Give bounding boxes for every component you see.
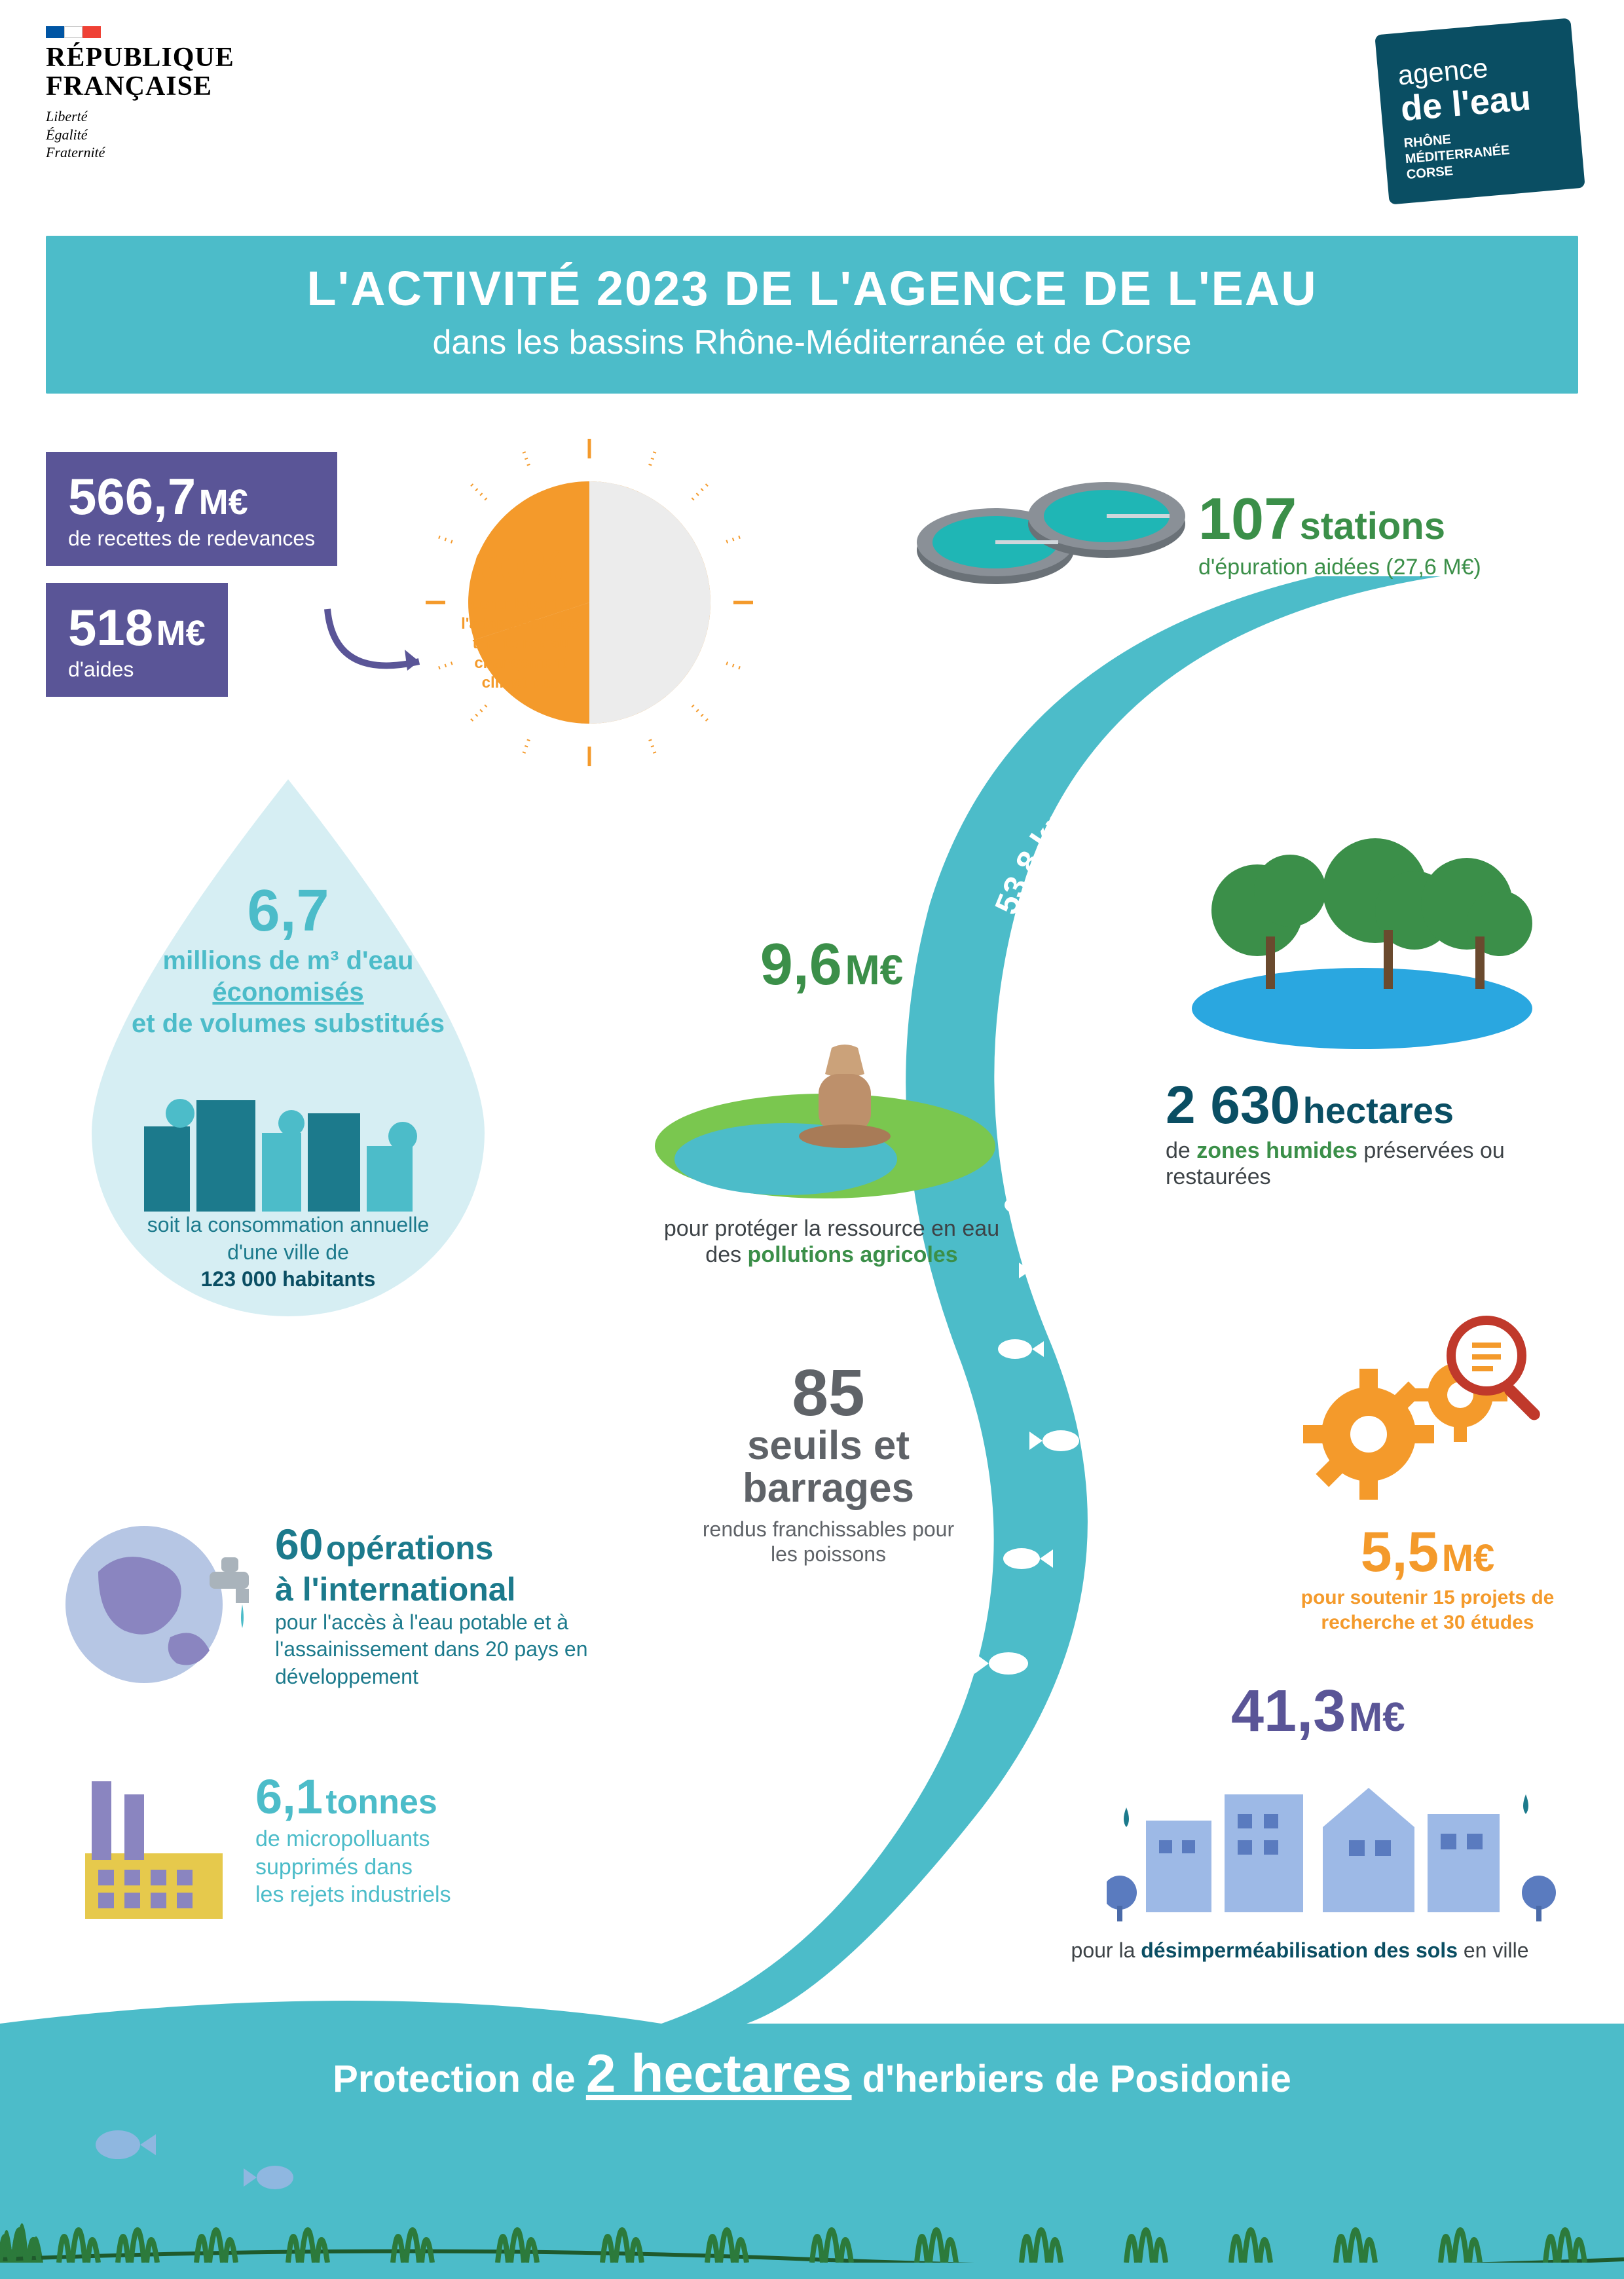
drop-value: 6,7 [111,878,465,945]
wetlands-sub-a: de [1166,1138,1196,1163]
intl-line2: à l'international [275,1570,701,1609]
drop-line1a: millions de m³ d'eau [163,946,414,975]
title-banner: L'ACTIVITÉ 2023 DE L'AGENCE DE L'EAU dan… [46,236,1578,394]
pollution-sub-b: pollutions agricoles [748,1242,958,1267]
seagrass-icon [0,2119,1624,2263]
posidonie-bold: 2 hectares [586,2044,852,2103]
aid-unit: M€ [157,614,206,653]
intl-value: 60 [275,1520,323,1568]
micro-sub3: les rejets industriels [255,1882,451,1907]
stat-seuils: 85 seuils et barrages rendus franchissab… [688,1362,969,1567]
globe-icon [59,1506,255,1703]
research-value: 5,5 [1361,1521,1439,1584]
intl-word: opérations [326,1530,494,1566]
revenues-unit: M€ [199,483,248,522]
stat-research: 5,5 M€ pour soutenir 15 projets de reche… [1283,1519,1572,1635]
posidonie-suffix: d'herbiers de Posidonie [852,2058,1291,2100]
sun-caption: 60% contribuent à l'adaptation des terri… [452,544,589,693]
drop-headline: 6,7 millions de m³ d'eau économisés et d… [111,878,465,1039]
posidonie-text: Protection de 2 hectares d'herbiers de P… [0,2043,1624,2105]
aid-sub: d'aides [68,658,206,682]
urban-sub-c: en ville [1458,1938,1529,1962]
arrow-icon [321,602,432,714]
research-sub: pour soutenir 15 projets de recherche et… [1283,1585,1572,1635]
wetlands-value: 2 630 [1166,1075,1300,1135]
seuils-sub: rendus franchissables pour les poissons [688,1517,969,1567]
treatment-basin-icon [910,458,1192,602]
micro-word: tonnes [325,1783,437,1821]
stations-sub: d'épuration aidées (27,6 M€) [1198,555,1481,580]
rf-motto3: Fraternité [46,144,105,160]
stat-box-revenues: 566,7 M€ de recettes de redevances [46,452,337,566]
intl-sub: pour l'accès à l'eau potable et à l'assa… [275,1609,701,1691]
header-logos: RÉPUBLIQUE FRANÇAISE Liberté Égalité Fra… [46,26,1578,196]
stat-urban: 41,3 M€ [1231,1677,1585,1746]
gears-icon [1297,1310,1545,1506]
pollution-unit: M€ [845,946,903,993]
seuils-word2: barrages [688,1467,969,1510]
research-unit: M€ [1442,1537,1495,1580]
wetlands-icon [1179,819,1545,1054]
stat-urban-sub: pour la désimperméabilisation des sols e… [1022,1938,1578,1963]
rf-motto2: Égalité [46,126,88,143]
urban-sub-a: pour la [1071,1938,1141,1962]
urban-sub-b: désimperméabilisation des sols [1141,1938,1458,1962]
seuils-word1: seuils et [688,1424,969,1467]
drop-line1u: économisés [212,978,363,1007]
stat-wetlands: 2 630 hectares de zones humides préservé… [1166,1074,1585,1190]
micro-sub2: supprimés dans [255,1855,413,1880]
stat-international: 60 opérations à l'international pour l'a… [275,1519,701,1691]
stat-micropollutants: 6,1 tonnes de micropolluants supprimés d… [255,1768,648,1909]
micro-sub1: de micropolluants [255,1826,430,1851]
reservoir-icon [642,1009,1008,1205]
rf-line1: RÉPUBLIQUE [46,43,234,73]
revenues-sub: de recettes de redevances [68,527,315,551]
wetlands-word: hectares [1303,1090,1454,1131]
urban-value: 41,3 [1231,1678,1346,1744]
agence-region3: CORSE [1406,164,1454,182]
drop-footer: soit la consommation annuelle d'une vill… [124,1212,452,1293]
rf-line2: FRANÇAISE [46,71,212,102]
french-flag-icon [46,26,234,38]
sun-caption-text: contribuent à l'adaptation des territoir… [452,595,589,693]
stat-stations: 107 stations d'épuration aidées (27,6 M€… [1198,485,1578,580]
wetlands-sub-b: zones humides [1196,1138,1357,1163]
posidonie-prefix: Protection de [333,2058,586,2100]
sun-percent: 60% [452,544,589,591]
urban-unit: M€ [1349,1695,1405,1740]
micro-value: 6,1 [255,1769,323,1824]
stations-value: 107 [1198,487,1297,552]
logo-republique-francaise: RÉPUBLIQUE FRANÇAISE Liberté Égalité Fra… [46,26,234,162]
revenues-value: 566,7 [68,468,196,525]
rf-motto1: Liberté [46,108,88,124]
title-line1: L'ACTIVITÉ 2023 DE L'AGENCE DE L'EAU [72,261,1552,316]
logo-agence-eau: agence de l'eau RHÔNE MÉDITERRANÉE CORSE [1375,18,1585,204]
drop-line1b: et de volumes substitués [132,1009,445,1038]
title-line2: dans les bassins Rhône-Méditerranée et d… [72,323,1552,362]
drop-foot-b: 123 000 habitants [201,1267,376,1291]
factory-icon [65,1755,236,1925]
seuils-value: 85 [792,1356,864,1430]
drop-foot-a: soit la consommation annuelle d'une vill… [147,1213,429,1264]
stations-word: stations [1300,505,1445,547]
pollution-value: 9,6 [760,932,842,997]
urban-city-icon [1107,1755,1565,1925]
aid-value: 518 [68,599,153,656]
stat-box-aid: 518 M€ d'aides [46,583,228,697]
